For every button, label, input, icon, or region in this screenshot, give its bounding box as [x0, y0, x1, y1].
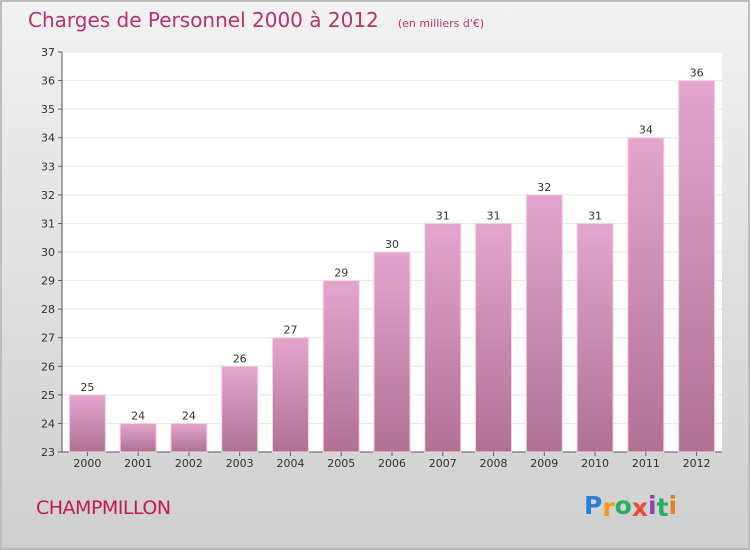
data-label: 30 [385, 238, 399, 251]
y-tick-label: 37 [41, 46, 55, 59]
bar [322, 280, 360, 453]
data-label: 27 [283, 324, 297, 337]
bar [627, 137, 665, 453]
y-tick-label: 34 [41, 132, 55, 145]
x-tick-label: 2007 [429, 457, 457, 470]
data-label: 24 [131, 409, 145, 422]
x-tick-label: 2002 [175, 457, 203, 470]
data-label: 32 [537, 181, 551, 194]
y-tick-label: 36 [41, 75, 55, 88]
data-label: 36 [690, 67, 704, 80]
bar [68, 394, 106, 453]
y-tick-label: 30 [41, 246, 55, 259]
y-tick-label: 32 [41, 189, 55, 202]
data-label: 34 [639, 124, 653, 137]
x-tick-label: 2009 [530, 457, 558, 470]
data-label: 31 [436, 209, 450, 222]
bar [373, 251, 411, 453]
commune-name: CHAMPMILLON [36, 497, 171, 519]
bar [221, 365, 259, 453]
y-tick-label: 26 [41, 360, 55, 373]
data-label: 26 [233, 352, 247, 365]
data-label: 24 [182, 409, 196, 422]
logo-letter: t [656, 493, 669, 522]
x-tick-label: 2011 [632, 457, 660, 470]
logo-letter: x [631, 493, 648, 522]
bar [576, 222, 614, 453]
data-label: 31 [487, 209, 501, 222]
bar [525, 194, 563, 453]
logo-letter: i [668, 491, 678, 520]
y-tick-label: 28 [41, 303, 55, 316]
proxiti-logo: Proxiti [584, 491, 678, 522]
y-tick-label: 27 [41, 332, 55, 345]
chart-subtitle: (en milliers d'€) [397, 17, 485, 30]
x-tick-label: 2012 [683, 457, 711, 470]
x-tick-label: 2006 [378, 457, 406, 470]
x-tick-label: 2000 [73, 457, 101, 470]
bar [170, 422, 208, 453]
bar [475, 222, 513, 453]
y-tick-label: 23 [41, 446, 55, 459]
y-tick-label: 24 [41, 417, 55, 430]
y-tick-label: 33 [41, 160, 55, 173]
bar [678, 80, 716, 453]
logo-letter: r [602, 493, 615, 522]
title-row: Charges de Personnel 2000 à 2012 (en mil… [28, 8, 484, 32]
logo-letter: i [648, 491, 657, 520]
y-tick-label: 29 [41, 275, 55, 288]
data-label: 29 [334, 267, 348, 280]
y-tick-label: 35 [41, 103, 55, 116]
bar [271, 337, 309, 453]
bar [424, 222, 462, 453]
x-tick-label: 2008 [480, 457, 508, 470]
logo-letter: P [584, 491, 603, 520]
bar [119, 422, 157, 453]
x-tick-label: 2004 [276, 457, 304, 470]
data-label: 31 [588, 209, 602, 222]
y-tick-label: 25 [41, 389, 55, 402]
x-tick-label: 2003 [226, 457, 254, 470]
x-tick-label: 2005 [327, 457, 355, 470]
y-tick-label: 31 [41, 217, 55, 230]
x-tick-label: 2010 [581, 457, 609, 470]
x-tick-label: 2001 [124, 457, 152, 470]
chart-title: Charges de Personnel 2000 à 2012 [28, 8, 379, 32]
data-label: 25 [80, 381, 94, 394]
logo-letter: o [614, 491, 632, 520]
